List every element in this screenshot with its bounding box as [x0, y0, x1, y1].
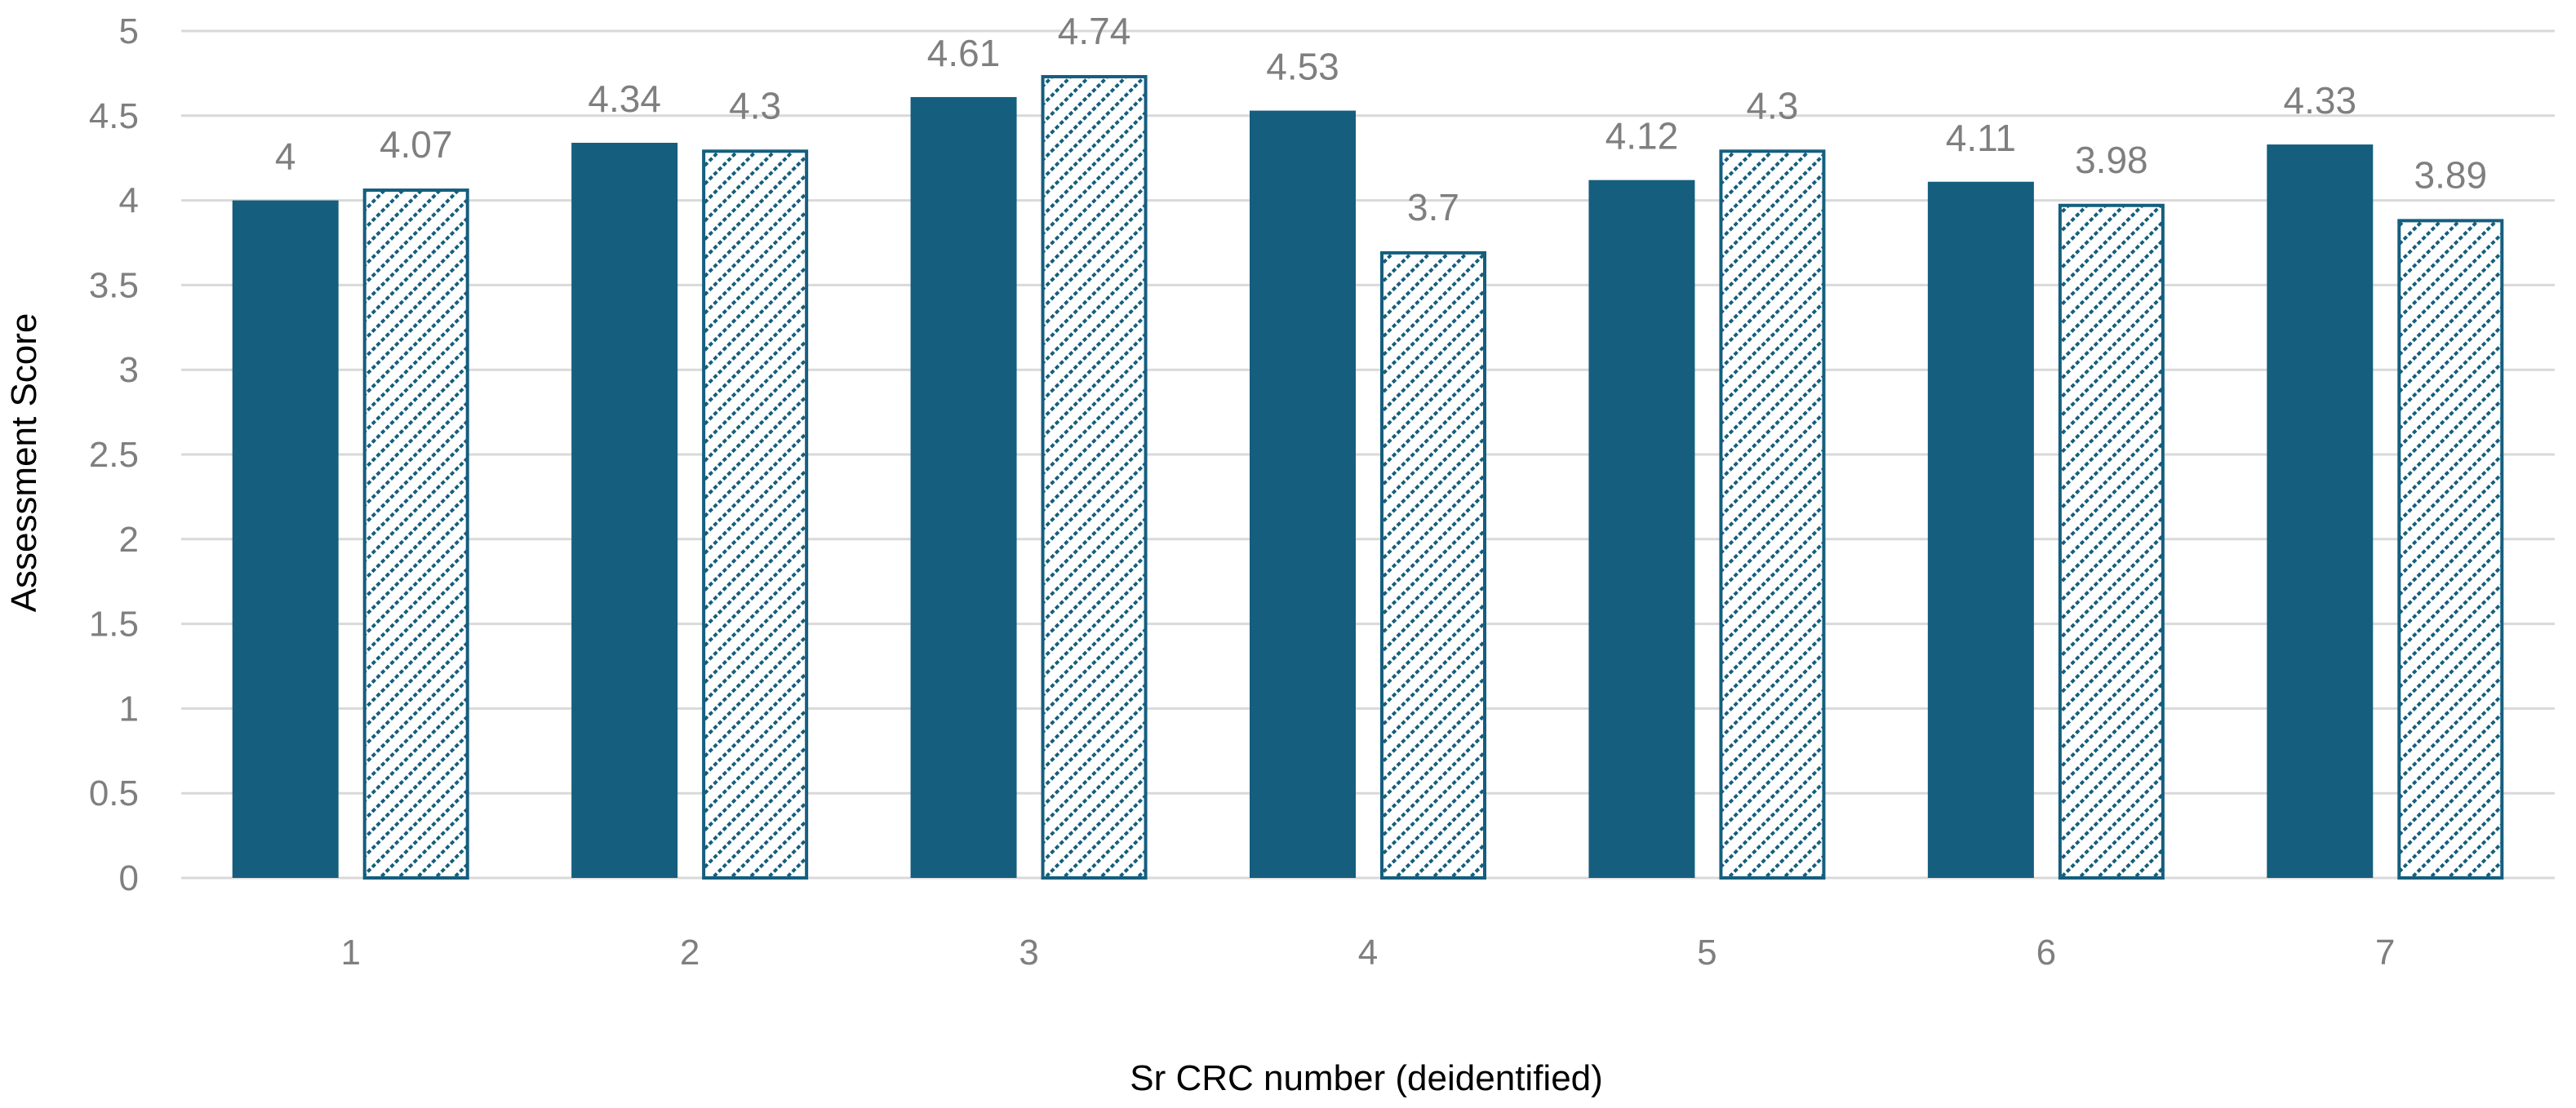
- bar-series-1-cat-2: [571, 143, 678, 879]
- x-tick-label: 1: [340, 933, 360, 973]
- data-label: 4.33: [2284, 79, 2357, 122]
- bar-series-1-cat-4: [1250, 110, 1356, 878]
- data-label: 4.34: [588, 78, 661, 120]
- bar-series-2-cat-7: [2397, 219, 2504, 880]
- x-axis-title: Sr CRC number (deidentified): [1130, 1058, 1603, 1098]
- gridlines: [181, 29, 2555, 880]
- x-tick-label: 2: [680, 933, 700, 973]
- x-axis-ticks: 1 2 3 4 5 6 7: [340, 933, 2395, 973]
- x-tick-label: 4: [1358, 933, 1378, 973]
- y-tick-label: 0: [119, 858, 139, 898]
- bar-series-1-cat-7: [2267, 144, 2374, 879]
- data-label: 4.61: [927, 32, 1001, 74]
- bar-series-2-cat-2: [702, 149, 809, 880]
- y-tick-label: 4: [119, 181, 139, 221]
- bar-series-1-cat-3: [910, 96, 1017, 879]
- y-tick-label: 1: [119, 689, 139, 729]
- data-label: 4: [275, 135, 296, 178]
- data-label: 4.74: [1058, 10, 1131, 52]
- y-axis-title: Assessment Score: [4, 313, 44, 613]
- y-tick-label: 1.5: [89, 605, 139, 645]
- data-label: 3.7: [1407, 186, 1459, 228]
- x-tick-label: 3: [1019, 933, 1038, 973]
- data-label: 4.12: [1606, 115, 1679, 157]
- y-tick-label: 2.5: [89, 435, 139, 475]
- data-label: 3.89: [2414, 153, 2488, 196]
- x-tick-label: 7: [2375, 933, 2395, 973]
- data-label: 3.98: [2075, 139, 2148, 181]
- bar-series-2-cat-6: [2058, 203, 2165, 880]
- bar-series-2-cat-4: [1380, 250, 1486, 880]
- x-tick-label: 5: [1697, 933, 1717, 973]
- bar-series-1-cat-5: [1588, 179, 1695, 879]
- y-tick-label: 5: [119, 11, 139, 51]
- data-label: 4.11: [1946, 117, 2016, 159]
- data-label: 4.3: [729, 84, 781, 126]
- bar-series-2-cat-5: [1719, 149, 1826, 880]
- y-axis-ticks: 0 0.5 1 1.5 2 2.5 3 3.5 4 4.5 5: [89, 11, 139, 898]
- y-tick-label: 3: [119, 350, 139, 390]
- data-labels: 4 4.07 4.34 4.3 4.61 4.74 4.53 3.7 4.12 4.3 4.11 3.…: [275, 10, 2487, 228]
- bar-series-1-cat-1: [232, 200, 339, 879]
- x-tick-label: 6: [2036, 933, 2056, 973]
- data-label: 4.53: [1266, 46, 1339, 88]
- y-tick-label: 0.5: [89, 773, 139, 813]
- y-tick-label: 3.5: [89, 265, 139, 305]
- y-tick-label: 2: [119, 520, 139, 560]
- data-label: 4.3: [1746, 84, 1798, 126]
- data-label: 4.07: [380, 123, 453, 166]
- y-tick-label: 4.5: [89, 96, 139, 136]
- bar-series-2-cat-1: [362, 188, 469, 880]
- bar-series-1-cat-6: [1927, 181, 2034, 879]
- bar-series-2-cat-3: [1041, 74, 1148, 880]
- bars: [232, 74, 2504, 880]
